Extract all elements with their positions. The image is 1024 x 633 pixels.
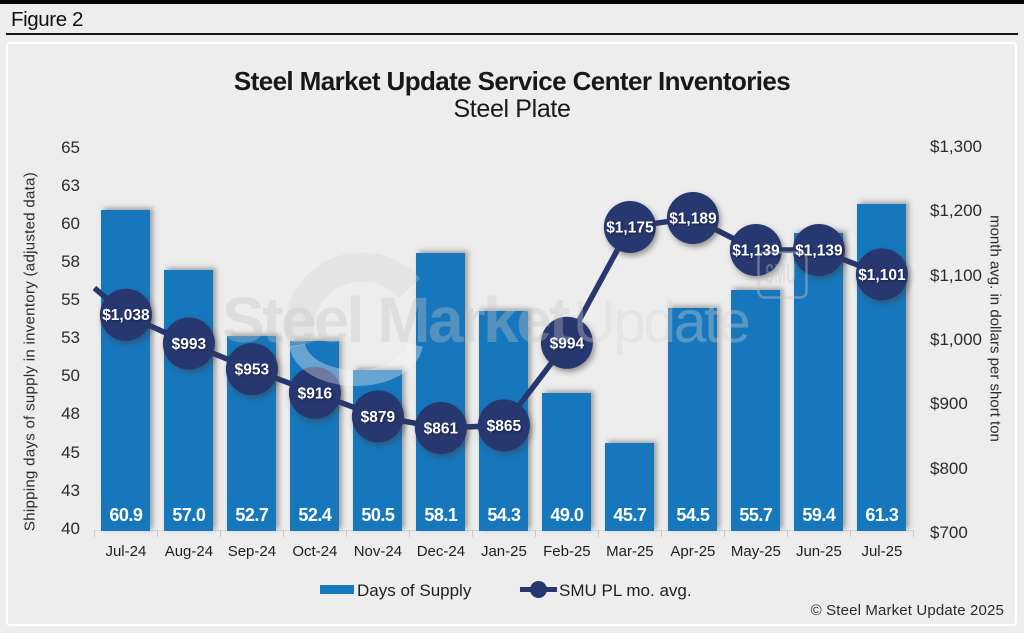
svg-text:$1,189: $1,189 [669,211,717,228]
svg-text:$953: $953 [235,362,270,379]
svg-text:$993: $993 [172,336,207,353]
svg-text:$865: $865 [487,418,522,435]
svg-text:$1,175: $1,175 [606,220,654,237]
svg-text:$916: $916 [298,385,333,402]
svg-text:$879: $879 [361,409,396,426]
svg-text:$1,139: $1,139 [795,243,843,260]
svg-text:$861: $861 [424,421,459,438]
svg-text:Update: Update [573,289,749,355]
svg-text:$1,101: $1,101 [858,267,906,284]
svg-text:SMU: SMU [765,258,796,289]
svg-text:$1,139: $1,139 [732,243,780,260]
svg-text:$994: $994 [550,335,585,352]
svg-text:$1,038: $1,038 [102,307,150,324]
svg-text:Steel Market: Steel Market [222,284,570,356]
